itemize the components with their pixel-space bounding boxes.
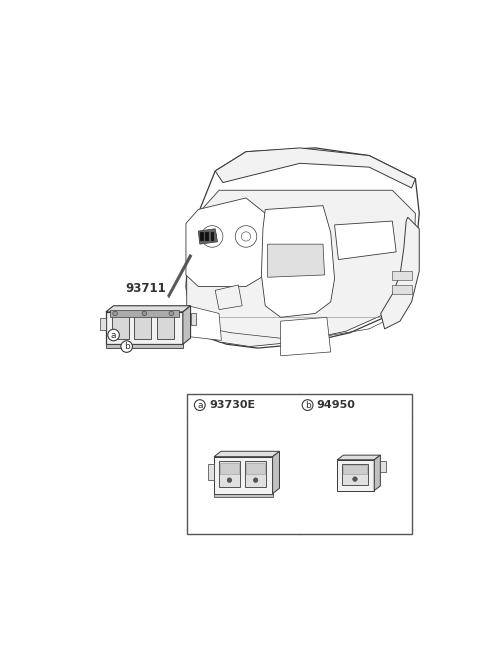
Polygon shape — [211, 232, 215, 241]
Polygon shape — [337, 460, 374, 491]
Polygon shape — [106, 345, 183, 348]
Circle shape — [302, 400, 313, 411]
Polygon shape — [205, 232, 209, 241]
Text: 93730E: 93730E — [210, 400, 256, 410]
Polygon shape — [335, 221, 396, 259]
Polygon shape — [214, 494, 273, 496]
Polygon shape — [187, 394, 411, 534]
Polygon shape — [156, 316, 174, 339]
Polygon shape — [262, 206, 335, 317]
Text: a: a — [197, 401, 203, 409]
Polygon shape — [100, 318, 106, 330]
Polygon shape — [168, 254, 192, 298]
Circle shape — [113, 311, 118, 316]
Polygon shape — [219, 461, 240, 487]
Text: 94950: 94950 — [317, 400, 356, 410]
Polygon shape — [110, 310, 179, 316]
Circle shape — [353, 477, 357, 481]
Circle shape — [142, 311, 147, 316]
Polygon shape — [198, 229, 217, 244]
Polygon shape — [273, 451, 279, 494]
Circle shape — [169, 311, 174, 316]
Polygon shape — [106, 306, 191, 312]
Polygon shape — [215, 148, 415, 188]
Polygon shape — [186, 198, 265, 286]
Polygon shape — [134, 316, 151, 339]
Polygon shape — [106, 312, 183, 345]
Text: 93711: 93711 — [126, 282, 166, 295]
Polygon shape — [215, 285, 242, 310]
Polygon shape — [191, 314, 196, 325]
Circle shape — [253, 478, 258, 483]
Circle shape — [121, 341, 132, 352]
Polygon shape — [245, 461, 266, 487]
Text: b: b — [305, 401, 311, 409]
Circle shape — [194, 400, 205, 411]
Polygon shape — [392, 271, 411, 280]
Circle shape — [108, 329, 120, 341]
Polygon shape — [281, 317, 331, 356]
Circle shape — [227, 478, 232, 483]
Text: a: a — [111, 331, 116, 339]
Polygon shape — [343, 465, 367, 474]
Polygon shape — [380, 461, 386, 472]
Polygon shape — [112, 316, 129, 339]
Polygon shape — [188, 306, 221, 341]
Polygon shape — [187, 190, 415, 346]
Polygon shape — [246, 463, 265, 474]
Polygon shape — [214, 451, 279, 457]
Polygon shape — [392, 285, 411, 294]
Polygon shape — [214, 457, 273, 494]
Polygon shape — [374, 455, 380, 491]
Polygon shape — [183, 306, 191, 345]
Polygon shape — [342, 464, 368, 485]
Polygon shape — [381, 217, 419, 329]
Polygon shape — [186, 148, 419, 348]
Polygon shape — [200, 232, 204, 241]
Polygon shape — [208, 464, 214, 479]
Polygon shape — [220, 463, 239, 474]
Text: b: b — [124, 342, 130, 351]
Polygon shape — [267, 244, 324, 277]
Polygon shape — [337, 455, 380, 460]
